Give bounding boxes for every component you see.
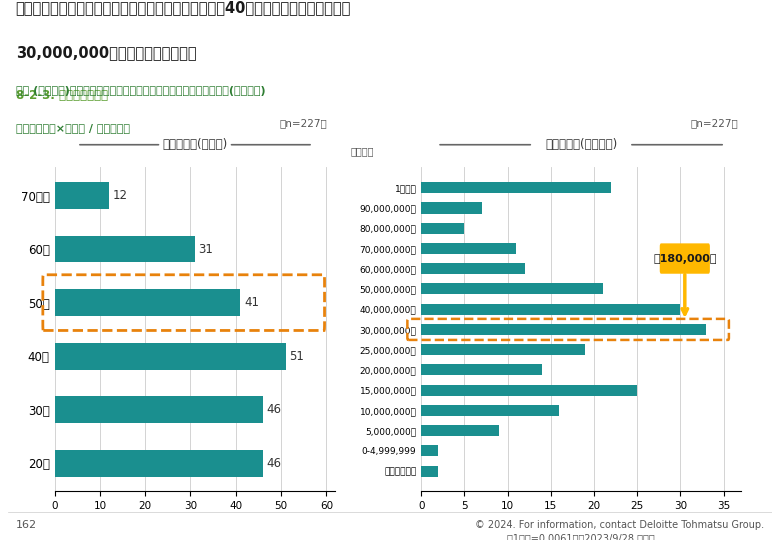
Text: 30,000,000ドン台が最も多かった: 30,000,000ドン台が最も多かった (16, 45, 197, 60)
Bar (55, 450, 263, 477)
Bar (421, 243, 516, 254)
Text: 設問 (ベトナム)：日本で受けてみたい医療サービスを教えてください(複数回答): 設問 (ベトナム)：日本で受けてみたい医療サービスを教えてください(複数回答) (16, 86, 265, 97)
Text: © 2024. For information, contact Deloitte Tohmatsu Group.: © 2024. For information, contact Deloitt… (476, 520, 764, 530)
Bar (55, 289, 240, 316)
Text: 8-2-3. アンケート結果: 8-2-3. アンケート結果 (16, 89, 108, 102)
Text: 人間ドック(月収入別): 人間ドック(月収入別) (545, 138, 617, 151)
Text: 51: 51 (289, 350, 304, 363)
Bar (421, 384, 637, 396)
Text: 46: 46 (267, 403, 282, 416)
Bar (421, 465, 438, 477)
Text: （n=227）: （n=227） (690, 118, 738, 129)
Text: 人間ドック(年齢別): 人間ドック(年齢別) (162, 138, 228, 151)
Bar (421, 324, 707, 335)
Text: （1ドン=0.0061円　2023/9/28 時点）: （1ドン=0.0061円 2023/9/28 時点） (507, 534, 655, 540)
Text: （n=227）: （n=227） (279, 118, 327, 129)
Bar (421, 303, 680, 315)
Text: 31: 31 (199, 242, 214, 255)
Text: 46: 46 (267, 457, 282, 470)
Text: 約180,000円: 約180,000円 (653, 254, 717, 264)
Bar (421, 202, 482, 213)
FancyBboxPatch shape (660, 244, 710, 274)
Bar (421, 284, 603, 294)
Bar (421, 263, 525, 274)
Text: （ドン）: （ドン） (351, 146, 374, 156)
Text: 41: 41 (244, 296, 259, 309)
Text: 人間ドック×年齢別 / 収入別集計: 人間ドック×年齢別 / 収入別集計 (16, 123, 129, 133)
Bar (55, 396, 263, 423)
Text: 12: 12 (112, 189, 128, 202)
Bar (55, 235, 195, 262)
Bar (421, 344, 586, 355)
Bar (421, 405, 559, 416)
Bar (55, 182, 109, 209)
Text: 162: 162 (16, 520, 37, 530)
Bar (55, 343, 285, 369)
Bar (421, 425, 499, 436)
Bar (421, 364, 542, 375)
Bar (421, 182, 612, 193)
Bar (421, 446, 438, 456)
Text: ベトナムで人間ドックを受けたいと回答した年齢層は40代が最も多く、収入層では: ベトナムで人間ドックを受けたいと回答した年齢層は40代が最も多く、収入層では (16, 0, 351, 15)
Bar (421, 222, 464, 234)
